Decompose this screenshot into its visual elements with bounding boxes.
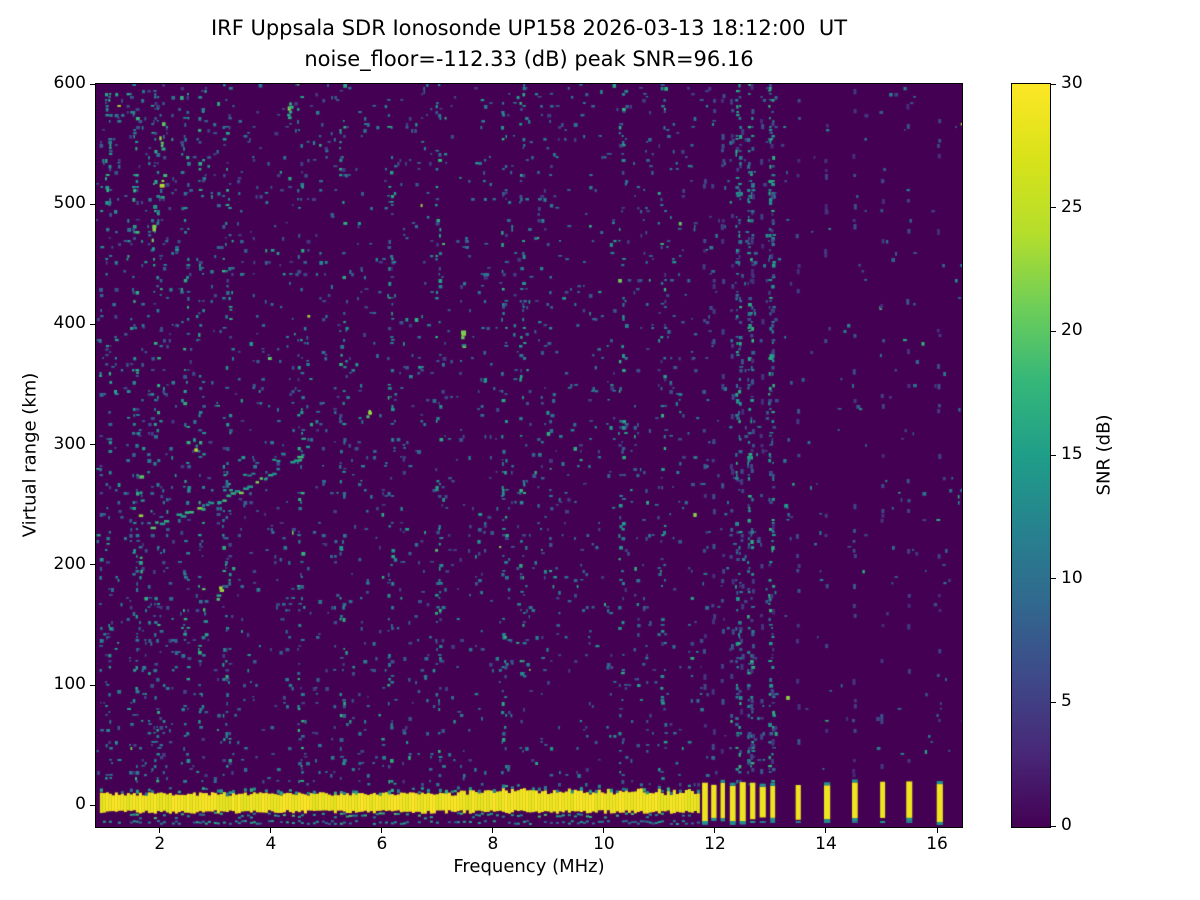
x-tick-mark xyxy=(381,828,383,833)
y-tick-mark xyxy=(90,203,95,205)
colorbar xyxy=(1011,83,1051,828)
colorbar-gradient xyxy=(1012,84,1050,827)
y-tick-label: 100 xyxy=(53,674,86,695)
colorbar-tick-label: 0 xyxy=(1061,815,1072,835)
y-tick-label: 300 xyxy=(53,433,86,454)
x-tick-mark xyxy=(603,828,605,833)
colorbar-tick-mark xyxy=(1051,83,1056,85)
colorbar-label: SNR (dB) xyxy=(1093,414,1115,496)
x-tick-mark xyxy=(159,828,161,833)
y-tick-mark xyxy=(90,564,95,566)
colorbar-tick-label: 20 xyxy=(1061,320,1083,341)
y-tick-mark xyxy=(90,684,95,686)
colorbar-tick-mark xyxy=(1051,701,1056,703)
colorbar-tick-mark xyxy=(1051,825,1056,827)
ionogram-heatmap-canvas xyxy=(96,84,962,827)
x-tick-label: 2 xyxy=(154,834,166,854)
y-tick-label: 0 xyxy=(75,794,86,815)
y-tick-label: 200 xyxy=(53,553,86,574)
colorbar-tick-mark xyxy=(1051,207,1056,209)
colorbar-tick-label: 25 xyxy=(1061,196,1083,217)
x-tick-mark xyxy=(825,828,827,833)
x-tick-mark xyxy=(936,828,938,833)
y-tick-label: 600 xyxy=(53,73,86,93)
colorbar-tick-mark xyxy=(1051,578,1056,580)
x-tick-label: 12 xyxy=(704,834,726,854)
y-tick-label: 500 xyxy=(53,193,86,214)
y-tick-mark xyxy=(90,444,95,446)
colorbar-tick-mark xyxy=(1051,330,1056,332)
colorbar-tick-label: 10 xyxy=(1061,567,1083,588)
x-tick-label: 14 xyxy=(815,834,837,854)
colorbar-tick-mark xyxy=(1051,454,1056,456)
x-tick-mark xyxy=(714,828,716,833)
colorbar-tick-label: 5 xyxy=(1061,691,1072,712)
x-tick-mark xyxy=(270,828,272,833)
x-tick-label: 8 xyxy=(487,834,499,854)
x-tick-label: 10 xyxy=(593,834,615,854)
x-tick-label: 16 xyxy=(926,834,948,854)
y-tick-mark xyxy=(90,323,95,325)
y-axis-label: Virtual range (km) xyxy=(19,372,41,538)
x-axis-label: Frequency (MHz) xyxy=(453,856,605,877)
chart-subtitle: noise_floor=-112.33 (dB) peak SNR=96.16 xyxy=(304,47,754,71)
y-tick-mark xyxy=(90,83,95,85)
y-tick-label: 400 xyxy=(53,313,86,334)
chart-title: IRF Uppsala SDR Ionosonde UP158 2026-03-… xyxy=(210,16,848,40)
colorbar-tick-label: 30 xyxy=(1061,73,1083,93)
plot-area xyxy=(95,83,963,828)
x-tick-label: 4 xyxy=(265,834,277,854)
colorbar-tick-label: 15 xyxy=(1061,444,1083,464)
x-tick-mark xyxy=(492,828,494,833)
y-tick-mark xyxy=(90,804,95,806)
x-tick-label: 6 xyxy=(376,834,388,854)
